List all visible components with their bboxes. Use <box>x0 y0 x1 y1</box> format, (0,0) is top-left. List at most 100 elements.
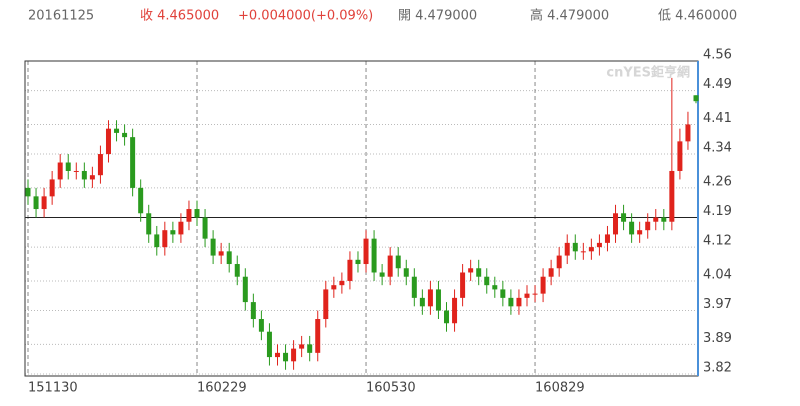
candle-body <box>548 268 554 277</box>
candle-body <box>613 213 619 235</box>
candle-body <box>307 344 313 353</box>
y-tick-label: 4.41 <box>703 111 732 126</box>
candle-body <box>331 285 337 290</box>
candle-body <box>508 297 514 307</box>
y-tick-label: 3.89 <box>703 331 732 346</box>
candle-body <box>97 154 103 176</box>
candle-body <box>580 251 586 253</box>
candle-body <box>411 276 417 298</box>
candle-body <box>556 255 562 269</box>
candle-body <box>122 132 128 138</box>
candle-body <box>130 137 136 188</box>
candle-body <box>355 259 361 265</box>
candle-body <box>500 289 506 298</box>
candle-body <box>170 230 176 235</box>
candle-body <box>81 170 87 180</box>
candle-body <box>258 319 264 332</box>
candle-body <box>234 264 240 277</box>
candle-body <box>186 209 192 222</box>
candle-body <box>596 242 602 248</box>
candle-body <box>41 196 47 210</box>
candle-body <box>387 255 393 277</box>
candle-body <box>291 348 297 362</box>
x-tick-label: 160530 <box>366 381 416 396</box>
candle-body <box>564 242 570 256</box>
y-tick-label: 4.49 <box>703 77 732 92</box>
candle-body <box>162 230 168 248</box>
header-text: 高 4.479000 <box>530 8 609 24</box>
candle-body <box>138 187 144 214</box>
candle-body <box>194 209 200 218</box>
candle-body <box>266 331 272 358</box>
y-tick-label: 4.12 <box>703 234 732 249</box>
watermark: cnYES鉅亨網 <box>606 65 690 81</box>
candle-body <box>363 238 369 265</box>
candle-body <box>540 276 546 294</box>
candle-body <box>250 302 256 320</box>
candle-body <box>395 255 401 269</box>
candle-body <box>621 213 627 222</box>
candle-body <box>435 289 441 311</box>
candle-body <box>637 230 643 235</box>
y-tick-label: 4.56 <box>703 48 732 63</box>
candle-body <box>460 272 466 298</box>
candle-body <box>226 251 232 265</box>
candle-body <box>65 162 71 171</box>
candle-body <box>315 319 321 353</box>
candle-body <box>146 213 152 235</box>
candle-body <box>645 221 651 231</box>
candle-body <box>444 310 450 324</box>
candle-body <box>371 238 377 273</box>
candle-body <box>524 293 530 298</box>
candle-body <box>49 179 55 197</box>
candle-body <box>347 259 353 281</box>
candle-body <box>604 234 610 243</box>
candle-body <box>661 217 667 222</box>
candle-body <box>105 128 111 155</box>
candle-body <box>572 242 578 252</box>
candle-body <box>339 280 345 286</box>
candle-body <box>532 293 538 295</box>
candle-body <box>484 276 490 286</box>
y-tick-label: 3.97 <box>703 297 732 312</box>
candle-body <box>476 268 482 277</box>
header-text: 20161125 <box>28 9 94 24</box>
candle-body <box>202 217 208 239</box>
candle-body <box>685 124 691 142</box>
x-tick-label: 160229 <box>197 381 247 396</box>
y-tick-label: 4.04 <box>703 267 732 282</box>
candle-body <box>516 297 522 307</box>
candle-body <box>468 268 474 273</box>
candle-body <box>693 95 699 102</box>
candle-body <box>452 297 458 324</box>
candle-body <box>57 162 63 180</box>
candle-body <box>210 238 216 256</box>
candle-body <box>588 247 594 252</box>
candle-body <box>427 289 433 307</box>
candle-body <box>419 297 425 307</box>
candle-body <box>218 251 224 256</box>
header-text: 低 4.460000 <box>658 9 737 24</box>
header-text: +0.004000(+0.09%) <box>238 9 373 24</box>
candle-body <box>669 170 675 222</box>
candle-body <box>629 221 635 235</box>
y-tick-label: 3.82 <box>703 361 732 376</box>
candle-body <box>33 196 39 210</box>
candle-body <box>154 234 160 248</box>
y-tick-label: 4.26 <box>703 174 732 189</box>
x-tick-label: 160829 <box>535 381 585 396</box>
candle-body <box>492 285 498 290</box>
candle-body <box>73 170 79 172</box>
candle-body <box>403 268 409 277</box>
candle-body <box>274 352 280 358</box>
candle-body <box>89 175 95 180</box>
candle-body <box>653 217 659 222</box>
candle-body <box>242 276 248 303</box>
header-text: 收 4.465000 <box>140 9 219 24</box>
y-tick-label: 4.34 <box>703 141 732 156</box>
candle-body <box>25 187 31 197</box>
candle-body <box>323 289 329 320</box>
x-tick-label: 151130 <box>28 381 78 396</box>
